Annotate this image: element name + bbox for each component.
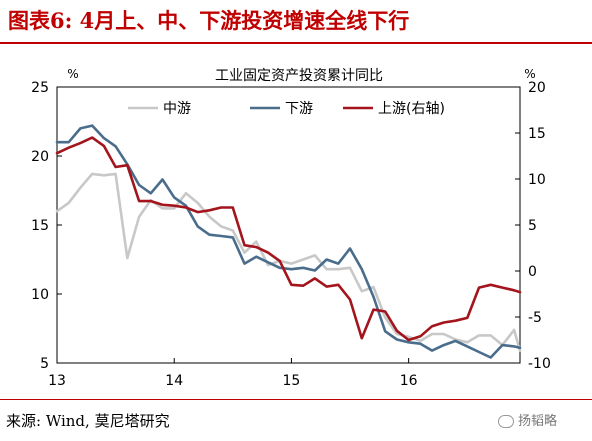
legend-label: 上游(右轴) (378, 101, 445, 117)
right-tick-label: 20 (528, 80, 546, 96)
legend-label: 中游 (163, 101, 191, 117)
series-line-down (55, 124, 522, 359)
left-tick-label: 5 (40, 356, 49, 372)
title-divider (0, 42, 592, 44)
left-tick-label: 25 (31, 80, 49, 96)
legend-label: 下游 (285, 101, 313, 117)
left-tick-label: 10 (31, 287, 49, 303)
watermark: 扬韬略 (498, 410, 557, 429)
x-tick-label: 13 (48, 373, 66, 389)
right-tick-label: -10 (528, 356, 551, 372)
right-tick-label: -5 (528, 310, 542, 326)
right-tick-label: 10 (528, 172, 546, 188)
wechat-icon (498, 415, 514, 428)
right-tick-label: 0 (528, 264, 537, 280)
x-tick-label: 16 (400, 373, 418, 389)
chart-title: 工业固定资产投资累计同比 (215, 68, 383, 84)
legend: 中游 下游 上游(右轴) (128, 101, 445, 117)
source-divider (0, 399, 592, 400)
axes: 25 20 15 10 5 20 15 10 5 0 -5 -10 13 14 15 16 (31, 80, 551, 389)
left-tick-label: 20 (31, 149, 49, 165)
left-axis-unit: % (67, 67, 78, 81)
series-lines (55, 124, 522, 359)
series-line-up (55, 136, 522, 342)
x-tick-label: 15 (283, 373, 301, 389)
left-tick-label: 15 (31, 218, 49, 234)
series-line-mid (55, 172, 522, 352)
x-tick-label: 14 (165, 373, 183, 389)
source-note: 来源: Wind, 莫尼塔研究 (6, 412, 170, 430)
page-title: 图表6: 4月上、中、下游投资增速全线下行 (8, 8, 410, 33)
watermark-text: 扬韬略 (518, 414, 558, 429)
right-tick-label: 5 (528, 218, 537, 234)
right-axis-unit: % (524, 67, 535, 81)
right-tick-label: 15 (528, 126, 546, 142)
